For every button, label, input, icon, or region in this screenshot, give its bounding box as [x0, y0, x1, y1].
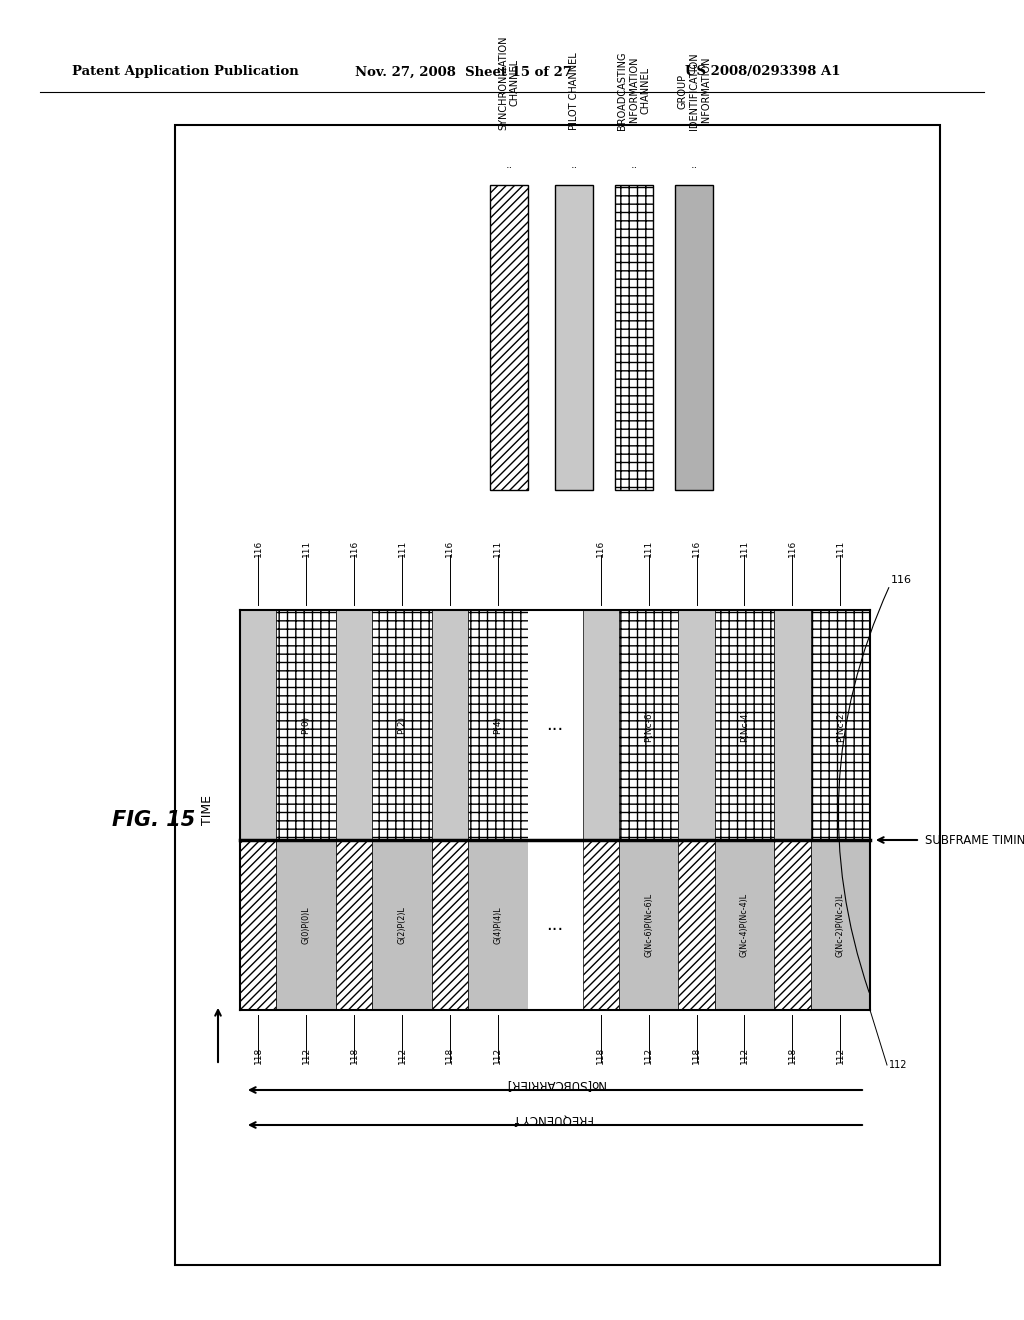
Text: 111: 111 [836, 540, 845, 557]
Text: P(Nc-2): P(Nc-2) [836, 709, 845, 742]
Text: P(4): P(4) [494, 715, 503, 734]
Bar [675, 185, 713, 490]
Text: 111: 111 [494, 540, 503, 557]
Bar [276, 840, 336, 1010]
Text: P(2): P(2) [397, 715, 407, 734]
Bar [336, 840, 373, 1010]
Text: 118: 118 [254, 1047, 263, 1064]
Text: 116: 116 [787, 540, 797, 557]
Bar [811, 610, 870, 840]
Bar [432, 840, 468, 1010]
Text: No[SUBCARRIER]: No[SUBCARRIER] [505, 1078, 605, 1092]
Text: FREQUENCY f: FREQUENCY f [515, 1113, 595, 1126]
Text: P(0): P(0) [302, 715, 310, 734]
Text: ..: .. [570, 160, 578, 170]
Text: 116: 116 [692, 540, 701, 557]
Bar [240, 840, 276, 1010]
Text: 111: 111 [302, 540, 310, 557]
Bar [618, 610, 678, 840]
Bar [468, 840, 527, 1010]
Text: G(4)P(4)L: G(4)P(4)L [494, 907, 503, 944]
Text: 116: 116 [445, 540, 455, 557]
Text: 116: 116 [254, 540, 263, 557]
Bar [555, 185, 593, 490]
Text: ...: ... [547, 916, 563, 935]
Text: 111: 111 [397, 540, 407, 557]
Text: SUBFRAME TIMING: SUBFRAME TIMING [925, 833, 1024, 846]
Text: 116: 116 [349, 540, 358, 557]
Text: G(Nc-2)P(Nc-2)L: G(Nc-2)P(Nc-2)L [836, 892, 845, 957]
Text: ..: .. [631, 160, 638, 170]
Text: 112: 112 [494, 1047, 503, 1064]
Bar [276, 610, 336, 840]
Text: ..: .. [506, 160, 513, 170]
Bar [618, 840, 678, 1010]
Bar [373, 840, 432, 1010]
Bar [432, 610, 468, 840]
Text: 112: 112 [740, 1047, 749, 1064]
Text: 112: 112 [644, 1047, 653, 1064]
Bar [774, 610, 811, 840]
Text: P(Nc-6): P(Nc-6) [644, 709, 653, 742]
Text: Patent Application Publication: Patent Application Publication [72, 66, 299, 78]
Bar [583, 840, 618, 1010]
Text: G(0)P(0)L: G(0)P(0)L [302, 907, 310, 944]
Text: 112: 112 [889, 1060, 907, 1071]
Bar [240, 610, 276, 840]
Text: 118: 118 [692, 1047, 701, 1064]
Text: SYNCHRONIZATION
CHANNEL: SYNCHRONIZATION CHANNEL [499, 36, 520, 129]
Text: PILOT CHANNEL: PILOT CHANNEL [569, 53, 579, 129]
Bar [615, 185, 653, 490]
Bar [583, 610, 618, 840]
Text: Nov. 27, 2008  Sheet 15 of 27: Nov. 27, 2008 Sheet 15 of 27 [355, 66, 572, 78]
Bar [811, 840, 870, 1010]
Text: 112: 112 [302, 1047, 310, 1064]
Text: ...: ... [547, 715, 563, 734]
Text: 118: 118 [596, 1047, 605, 1064]
Bar [490, 185, 528, 490]
Text: 118: 118 [445, 1047, 455, 1064]
Text: 116: 116 [596, 540, 605, 557]
Text: 111: 111 [740, 540, 749, 557]
Bar [336, 610, 373, 840]
Text: US 2008/0293398 A1: US 2008/0293398 A1 [685, 66, 841, 78]
Bar [715, 840, 774, 1010]
Text: GROUP
IDENTIFICATION
INFORMATION: GROUP IDENTIFICATION INFORMATION [678, 53, 711, 129]
Text: P(Nc-4): P(Nc-4) [740, 709, 749, 742]
Bar [678, 610, 715, 840]
Bar [527, 610, 583, 1010]
Bar [175, 125, 940, 1265]
Text: 111: 111 [644, 540, 653, 557]
Text: G(Nc-6)P(Nc-6)L: G(Nc-6)P(Nc-6)L [644, 892, 653, 957]
Text: 118: 118 [349, 1047, 358, 1064]
Bar [774, 840, 811, 1010]
Bar [468, 610, 527, 840]
Text: 112: 112 [397, 1047, 407, 1064]
Bar [715, 610, 774, 840]
Text: 116: 116 [891, 576, 912, 585]
Text: 118: 118 [787, 1047, 797, 1064]
Bar [373, 610, 432, 840]
Text: TIME: TIME [201, 795, 214, 825]
Text: BROADCASTING
INFORMATION
CHANNEL: BROADCASTING INFORMATION CHANNEL [617, 51, 650, 129]
Text: 112: 112 [836, 1047, 845, 1064]
Bar [678, 840, 715, 1010]
Text: G(Nc-4)P(Nc-4)L: G(Nc-4)P(Nc-4)L [740, 892, 749, 957]
Text: ..: .. [690, 160, 697, 170]
Text: G(2)P(2)L: G(2)P(2)L [397, 906, 407, 944]
Text: FIG. 15: FIG. 15 [112, 810, 196, 830]
